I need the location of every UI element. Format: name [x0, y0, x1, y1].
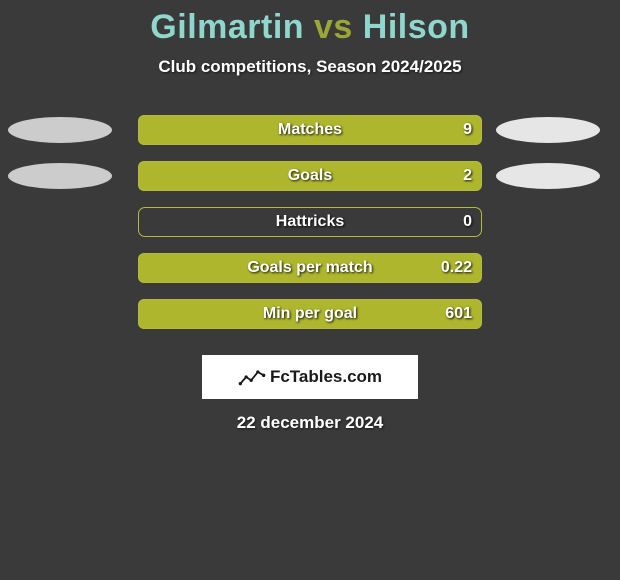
stat-row: Matches 9 [0, 107, 620, 153]
stat-value-right: 0.22 [441, 259, 472, 277]
stat-value-right: 0 [463, 213, 472, 231]
player1-ellipse [8, 163, 112, 189]
brand-logo-icon [238, 367, 266, 387]
stat-row: Min per goal 601 [0, 291, 620, 337]
stat-bar: Goals 2 [138, 161, 482, 191]
stat-label: Goals per match [247, 259, 372, 277]
player1-ellipse [8, 117, 112, 143]
stat-row: Goals per match 0.22 [0, 245, 620, 291]
stat-label: Min per goal [263, 305, 357, 323]
stat-bar: Goals per match 0.22 [138, 253, 482, 283]
brand-text: FcTables.com [270, 367, 382, 387]
stat-bar: Hattricks 0 [138, 207, 482, 237]
stat-row: Goals 2 [0, 153, 620, 199]
stats-container: Matches 9 Goals 2 Hattricks 0 Goals per match 0… [0, 107, 620, 337]
date-label: 22 december 2024 [0, 413, 620, 433]
stat-value-right: 601 [445, 305, 472, 323]
comparison-title: Gilmartin vs Hilson [0, 0, 620, 47]
stat-label: Matches [278, 121, 342, 139]
stat-value-right: 9 [463, 121, 472, 139]
stat-label: Goals [288, 167, 332, 185]
stat-bar: Min per goal 601 [138, 299, 482, 329]
player2-ellipse [496, 163, 600, 189]
stat-value-right: 2 [463, 167, 472, 185]
stat-row: Hattricks 0 [0, 199, 620, 245]
stat-label: Hattricks [276, 213, 344, 231]
subtitle: Club competitions, Season 2024/2025 [0, 57, 620, 77]
vs-label: vs [314, 8, 353, 46]
player2-name: Hilson [363, 8, 470, 46]
player2-ellipse [496, 117, 600, 143]
brand-box[interactable]: FcTables.com [202, 355, 418, 399]
player1-name: Gilmartin [150, 8, 304, 46]
stat-bar: Matches 9 [138, 115, 482, 145]
